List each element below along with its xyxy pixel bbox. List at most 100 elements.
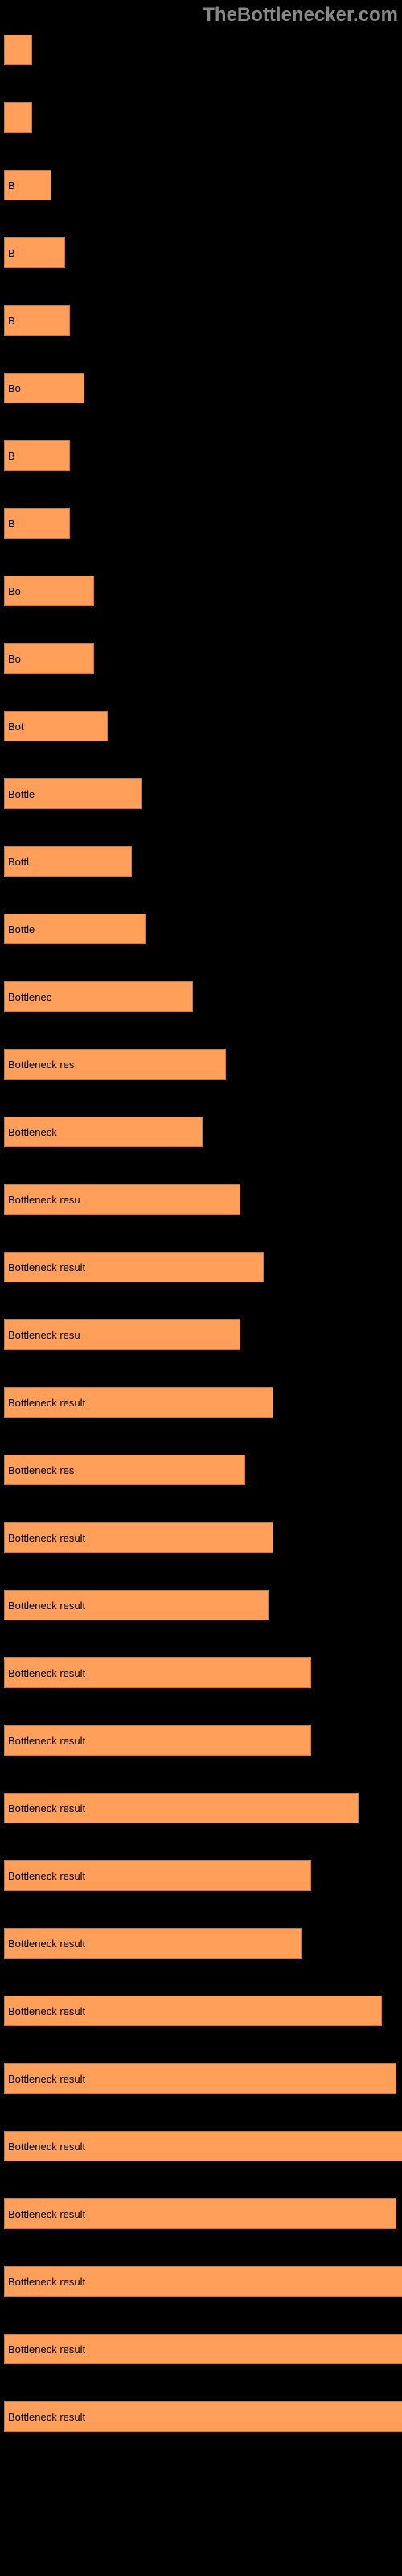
bar: Bottleneck result	[4, 2266, 402, 2297]
bar-label: B	[8, 247, 15, 259]
bar-label: Bo	[8, 585, 21, 597]
bar-label: Bottleneck res	[8, 1059, 74, 1071]
bar-wrapper	[4, 102, 398, 133]
bar-wrapper: Bottle	[4, 914, 398, 944]
bar-label: Bottleneck result	[8, 2208, 85, 2220]
bar: Bottleneck result	[4, 1590, 269, 1620]
bar	[4, 102, 32, 133]
bar: Bo	[4, 373, 84, 403]
bar: Bottleneck resu	[4, 1319, 240, 1350]
bar-wrapper: Bottleneck result	[4, 1522, 398, 1553]
bar: Bottleneck res	[4, 1455, 245, 1485]
bar: Bottleneck result	[4, 1793, 359, 1823]
bar: Bottleneck result	[4, 1860, 311, 1891]
bar-label: Bo	[8, 382, 21, 394]
bar-wrapper: Bottleneck	[4, 1117, 398, 1147]
bar: Bottleneck result	[4, 1657, 311, 1688]
bar: Bottleneck result	[4, 2401, 402, 2432]
bar: B	[4, 170, 51, 200]
bar-wrapper: Bottle	[4, 778, 398, 809]
chart-container: B B B Bo B B Bo Bo Bot Bottle Bottl Bottle Bottlenec…	[4, 35, 398, 2432]
bar-wrapper: Bottleneck resu	[4, 1184, 398, 1215]
bar: Bottle	[4, 914, 146, 944]
bar-label: Bottleneck result	[8, 2073, 85, 2085]
bar-wrapper: B	[4, 237, 398, 268]
bar-wrapper: Bottleneck result	[4, 2334, 398, 2364]
bar-label: Bottleneck resu	[8, 1194, 80, 1206]
bar-label: Bottleneck result	[8, 1735, 85, 1747]
bar-label: Bottleneck result	[8, 2140, 85, 2153]
bar: Bottleneck result	[4, 1996, 382, 2026]
bar-wrapper: Bottleneck res	[4, 1455, 398, 1485]
bar-wrapper: Bottleneck result	[4, 1996, 398, 2026]
bar-wrapper: Bottleneck result	[4, 1252, 398, 1282]
bar-label: Bottleneck result	[8, 1938, 85, 1950]
bar-wrapper: Bottleneck res	[4, 1049, 398, 1080]
bar: Bo	[4, 643, 94, 674]
bar-label: B	[8, 518, 15, 530]
bar-label: Bottlenec	[8, 991, 51, 1003]
bar-label: Bottle	[8, 923, 35, 935]
bar-label: B	[8, 315, 15, 327]
bar-wrapper: B	[4, 508, 398, 539]
bar: Bottleneck	[4, 1117, 203, 1147]
bar-label: Bottleneck result	[8, 1532, 85, 1544]
bar: B	[4, 508, 70, 539]
bar: Bottleneck result	[4, 2334, 402, 2364]
bar: Bottleneck result	[4, 1252, 264, 1282]
bar: Bottlenec	[4, 981, 193, 1012]
bar-label: Bottleneck resu	[8, 1329, 80, 1341]
bar-wrapper: Bottleneck result	[4, 2401, 398, 2432]
bar-wrapper: Bottleneck result	[4, 2266, 398, 2297]
bar-wrapper: Bo	[4, 373, 398, 403]
bar-wrapper: Bottleneck result	[4, 1725, 398, 1756]
bar-label: Bottleneck result	[8, 2005, 85, 2017]
bar-label: Bottleneck result	[8, 1397, 85, 1409]
bar-wrapper: Bottleneck resu	[4, 1319, 398, 1350]
bar: B	[4, 237, 65, 268]
bar-wrapper: B	[4, 440, 398, 471]
bar-label: Bo	[8, 653, 21, 665]
bar: Bottleneck result	[4, 2063, 396, 2094]
bar-label: Bottl	[8, 856, 29, 868]
bar-wrapper: Bot	[4, 711, 398, 741]
bar-label: Bottleneck res	[8, 1464, 74, 1476]
bar-wrapper: Bottleneck result	[4, 2063, 398, 2094]
bar-label: Bottleneck	[8, 1126, 57, 1138]
bar-wrapper: Bottleneck result	[4, 1860, 398, 1891]
bar-label: Bottleneck result	[8, 2276, 85, 2288]
bar: Bottleneck result	[4, 1522, 273, 1553]
bar-label: Bottleneck result	[8, 2343, 85, 2355]
bar-label: Bottle	[8, 788, 35, 800]
bar: Bottleneck result	[4, 1928, 302, 1959]
bar-wrapper: Bottleneck result	[4, 1590, 398, 1620]
bar: Bottleneck result	[4, 1725, 311, 1756]
bar: B	[4, 440, 70, 471]
bar-wrapper: Bottlenec	[4, 981, 398, 1012]
bar: Bottleneck result	[4, 2131, 402, 2161]
bar-label: Bottleneck result	[8, 1600, 85, 1612]
bar-label: Bottleneck result	[8, 1667, 85, 1679]
bar-wrapper: Bo	[4, 643, 398, 674]
bar-wrapper: Bottleneck result	[4, 1928, 398, 1959]
bar-label: Bottleneck result	[8, 1261, 85, 1274]
bar: Bottleneck result	[4, 1387, 273, 1418]
bar: Bottl	[4, 846, 132, 877]
bar-wrapper: Bottleneck result	[4, 2131, 398, 2161]
bar: Bottleneck res	[4, 1049, 226, 1080]
bar: Bot	[4, 711, 108, 741]
bar-wrapper: B	[4, 305, 398, 336]
bar: Bo	[4, 576, 94, 606]
bar-wrapper: B	[4, 170, 398, 200]
bar-label: Bot	[8, 720, 24, 733]
bar-label: B	[8, 450, 15, 462]
bar-label: B	[8, 180, 15, 192]
bar: Bottleneck result	[4, 2198, 396, 2229]
bar: Bottleneck resu	[4, 1184, 240, 1215]
bar-wrapper: Bottleneck result	[4, 1657, 398, 1688]
bar-label: Bottleneck result	[8, 1870, 85, 1882]
bar-wrapper	[4, 35, 398, 65]
bar-wrapper: Bottl	[4, 846, 398, 877]
bar-wrapper: Bo	[4, 576, 398, 606]
bar-label: Bottleneck result	[8, 1802, 85, 1814]
